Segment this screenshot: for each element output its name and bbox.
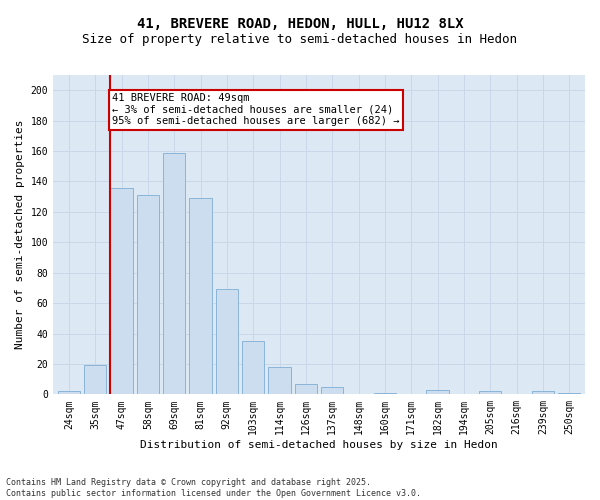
Bar bbox=[268, 367, 291, 394]
Bar bbox=[163, 152, 185, 394]
Bar bbox=[110, 188, 133, 394]
Bar bbox=[215, 290, 238, 395]
Bar bbox=[190, 198, 212, 394]
Text: Contains HM Land Registry data © Crown copyright and database right 2025.
Contai: Contains HM Land Registry data © Crown c… bbox=[6, 478, 421, 498]
Bar bbox=[532, 392, 554, 394]
Bar bbox=[427, 390, 449, 394]
Bar bbox=[84, 366, 106, 394]
Text: Size of property relative to semi-detached houses in Hedon: Size of property relative to semi-detach… bbox=[83, 32, 517, 46]
Bar bbox=[321, 386, 343, 394]
Bar bbox=[137, 195, 159, 394]
X-axis label: Distribution of semi-detached houses by size in Hedon: Distribution of semi-detached houses by … bbox=[140, 440, 498, 450]
Bar bbox=[374, 393, 396, 394]
Bar bbox=[295, 384, 317, 394]
Bar bbox=[558, 393, 580, 394]
Bar bbox=[479, 392, 502, 394]
Text: 41 BREVERE ROAD: 49sqm
← 3% of semi-detached houses are smaller (24)
95% of semi: 41 BREVERE ROAD: 49sqm ← 3% of semi-deta… bbox=[112, 93, 400, 126]
Text: 41, BREVERE ROAD, HEDON, HULL, HU12 8LX: 41, BREVERE ROAD, HEDON, HULL, HU12 8LX bbox=[137, 18, 463, 32]
Bar bbox=[242, 341, 265, 394]
Y-axis label: Number of semi-detached properties: Number of semi-detached properties bbox=[15, 120, 25, 350]
Bar bbox=[58, 392, 80, 394]
